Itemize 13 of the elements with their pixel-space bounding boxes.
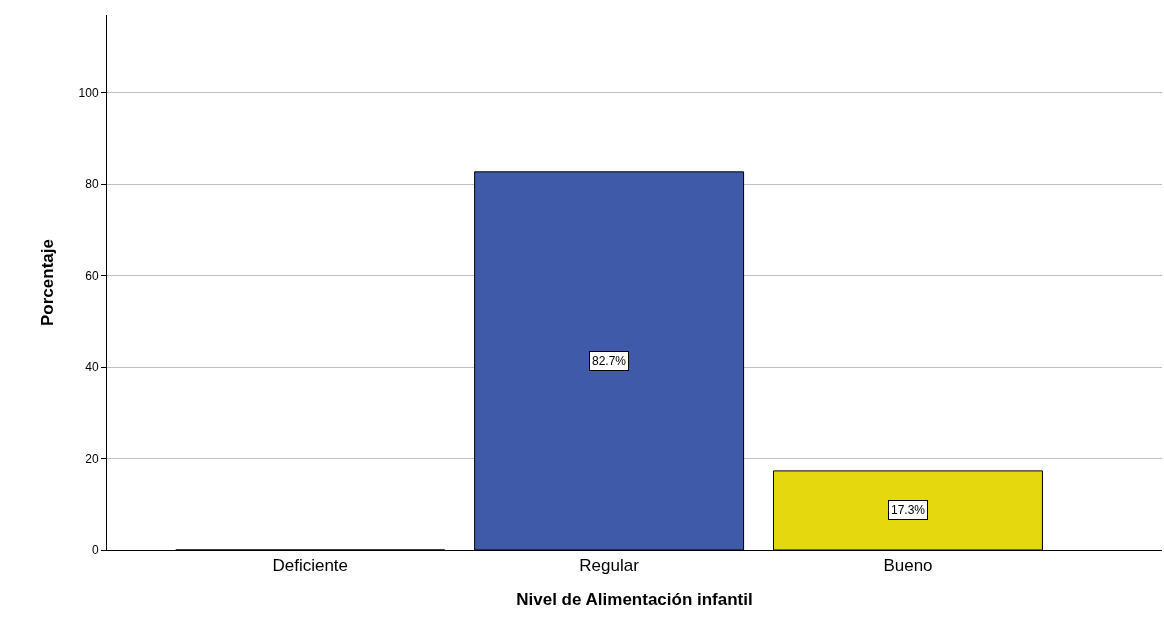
y-tick-label: 40 [85,360,99,375]
y-tick-label: 100 [78,85,99,100]
y-tick-label: 20 [85,451,99,466]
data-label: 82.7% [592,354,627,368]
y-tick-label: 60 [85,268,99,283]
x-tick-label: Bueno [883,556,933,576]
y-tick-label: 0 [91,543,99,558]
y-axis-title: Porcentaje [38,239,58,326]
x-tick-label: Regular [579,556,640,576]
x-tick-label: Deficiente [272,556,349,576]
x-axis-title: Nivel de Alimentación infantil [516,589,753,609]
data-label: 17.3% [891,503,926,517]
y-tick-label: 80 [85,177,99,192]
